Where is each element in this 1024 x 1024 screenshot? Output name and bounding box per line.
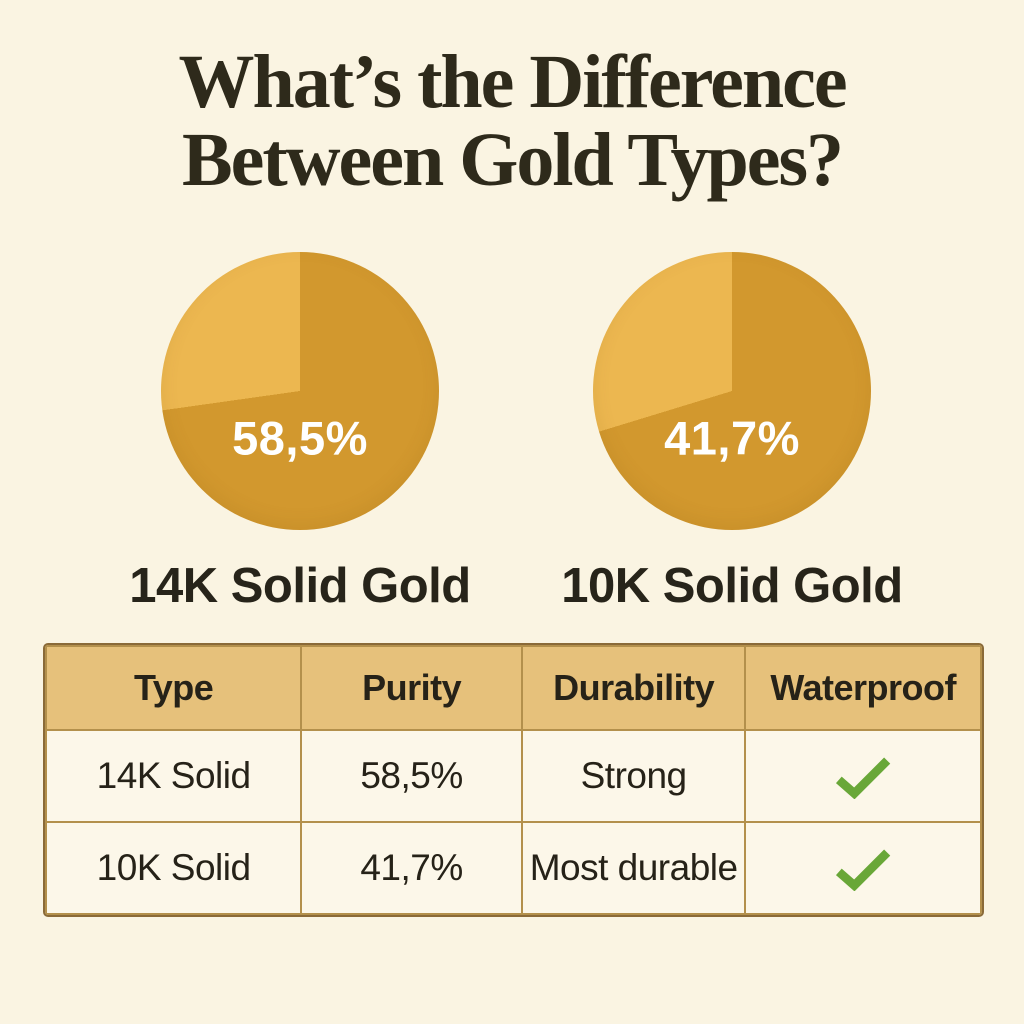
pie-group-10k: 41,7% 10K Solid Gold (492, 252, 972, 614)
table-row: 14K Solid 58,5% Strong (45, 729, 982, 823)
column-header-durability: Durability (520, 645, 747, 731)
cell-waterproof-10k (744, 821, 982, 915)
checkmark-icon (836, 849, 891, 891)
cell-type-14k: 14K Solid (45, 729, 303, 823)
cell-durability-14k: Strong (520, 729, 747, 823)
column-header-type: Type (45, 645, 303, 731)
pie-group-14k: 58,5% 14K Solid Gold (60, 252, 540, 614)
table-header-row: Type Purity Durability Waterproof (45, 645, 982, 731)
cell-durability-10k: Most durable (520, 821, 747, 915)
pie-chart-14k: 58,5% (161, 252, 439, 530)
column-header-purity: Purity (300, 645, 523, 731)
comparison-table-wrapper: Type Purity Durability Waterproof 14K So… (43, 643, 984, 917)
page-title-line-2: Between Gold Types? (181, 117, 844, 202)
cell-type-10k: 10K Solid (45, 821, 303, 915)
checkmark-icon (836, 757, 891, 799)
pie-chart-10k: 41,7% (593, 252, 871, 530)
page-title: What’s the Difference Between Gold Types… (0, 40, 1024, 202)
pie-value-label-14k: 58,5% (232, 411, 368, 465)
page-title-line-1: What’s the Difference (178, 40, 847, 124)
cell-purity-14k: 58,5% (300, 729, 523, 823)
cell-purity-10k: 41,7% (300, 821, 523, 915)
pie-caption-10k: 10K Solid Gold (561, 559, 903, 613)
pie-value-label-10k: 41,7% (664, 411, 800, 465)
pie-caption-14k: 14K Solid Gold (129, 559, 471, 613)
table-row: 10K Solid 41,7% Most durable (45, 821, 982, 915)
comparison-table: Type Purity Durability Waterproof 14K So… (45, 645, 982, 915)
column-header-waterproof: Waterproof (744, 645, 982, 731)
cell-waterproof-14k (744, 729, 982, 823)
